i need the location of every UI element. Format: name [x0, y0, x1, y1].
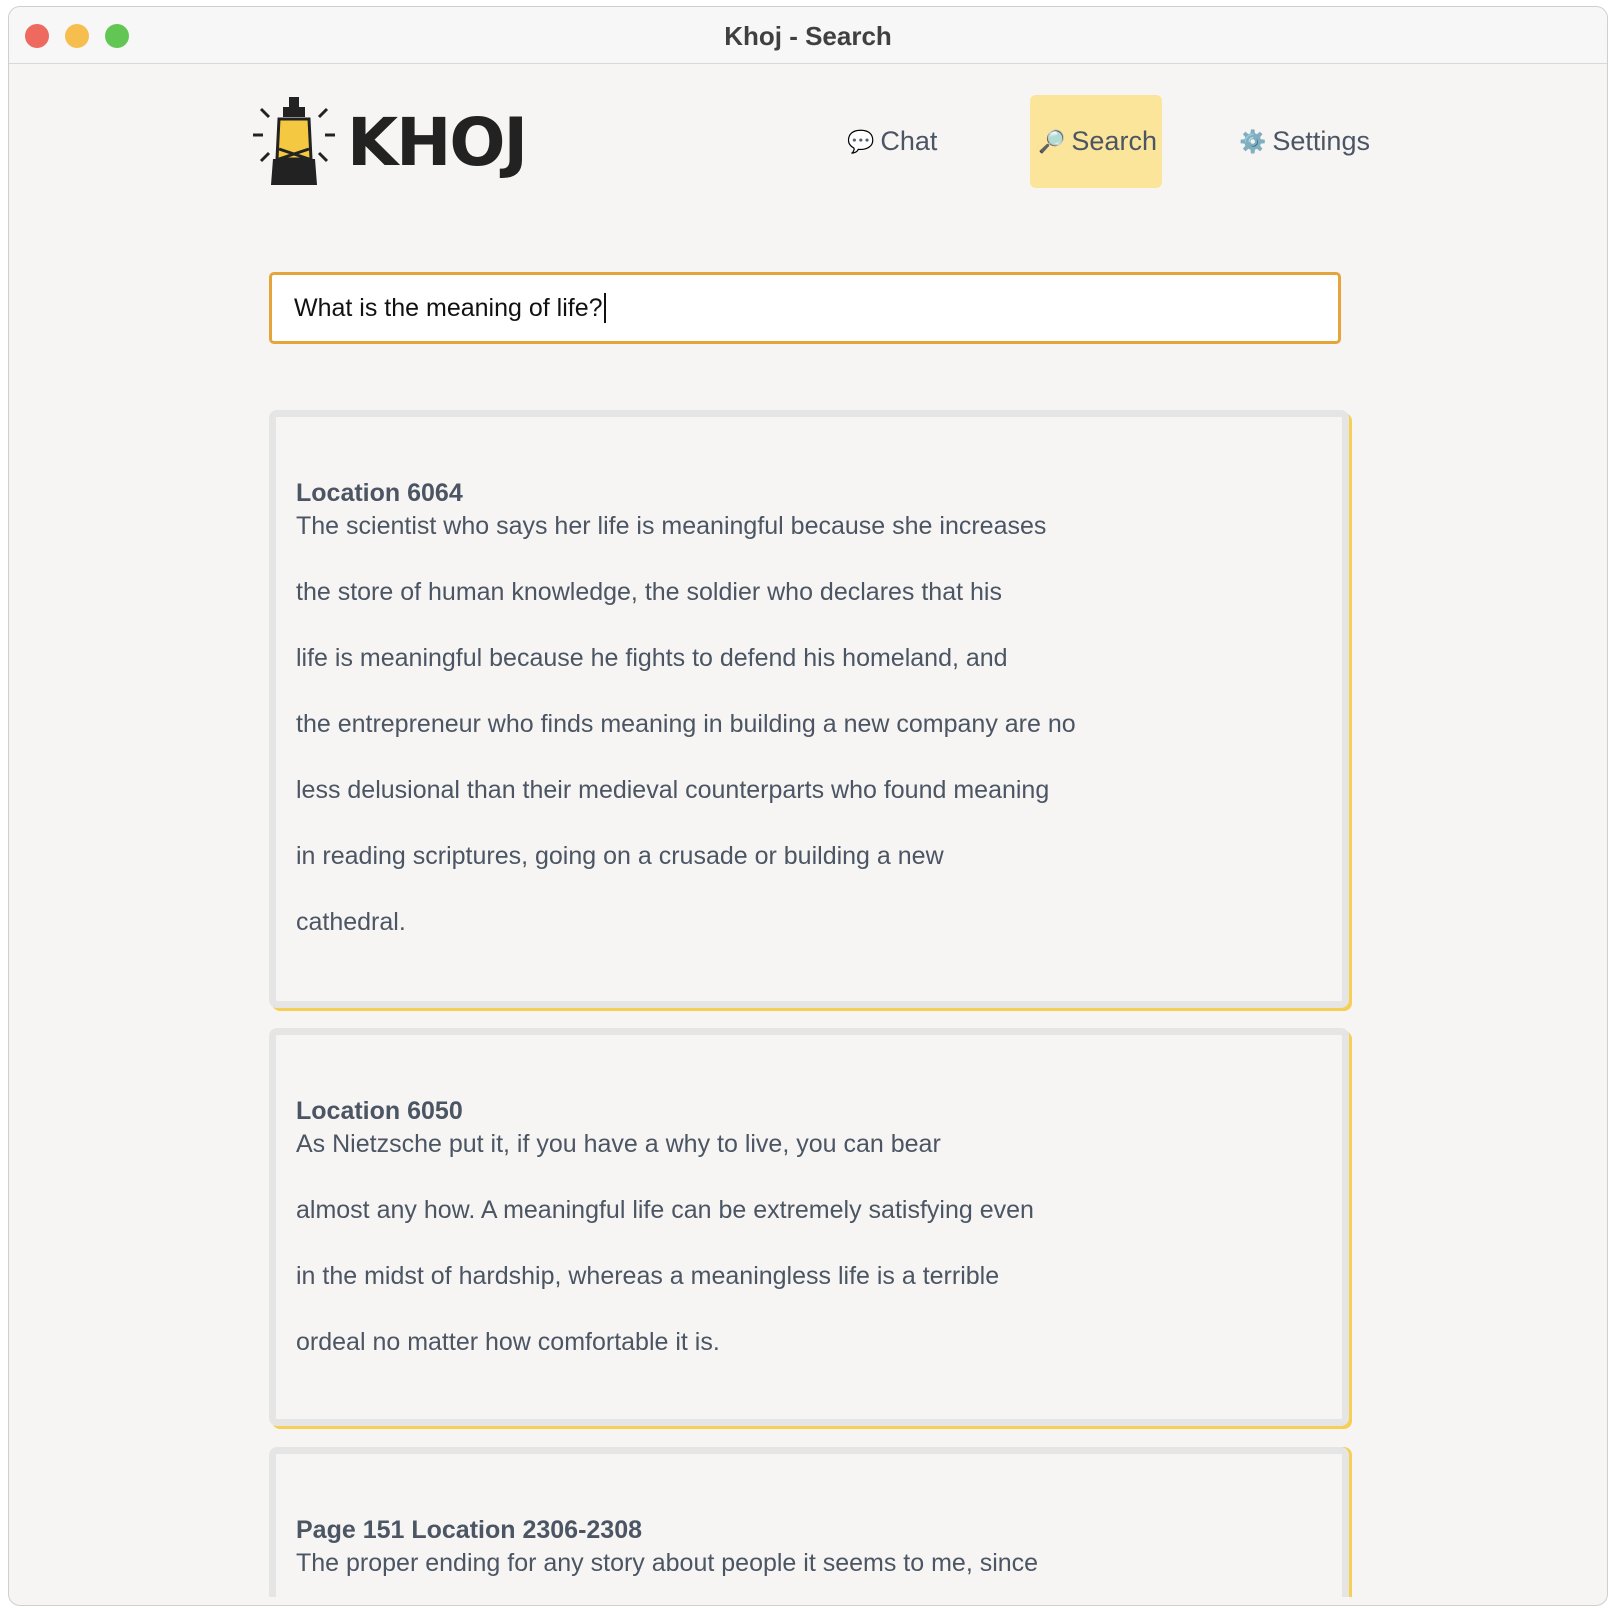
result-card: Page 151 Location 2306-2308 The proper e…: [269, 1447, 1349, 1597]
result-card: Location 6050 As Nietzsche put it, if yo…: [269, 1028, 1349, 1426]
lantern-icon: [253, 97, 335, 185]
minimize-window-button[interactable]: [65, 24, 89, 48]
nav-search-label: Search: [1071, 126, 1157, 156]
window-title: Khoj - Search: [724, 21, 892, 51]
title-bar: Khoj - Search: [9, 7, 1607, 64]
zoom-window-button[interactable]: [105, 24, 129, 48]
search-query: What is the meaning of life?: [294, 293, 603, 322]
result-line: the entrepreneur who finds meaning in bu…: [296, 710, 1076, 738]
result-line: cathedral.: [296, 908, 406, 936]
result-line: in reading scriptures, going on a crusad…: [296, 842, 944, 870]
nav-search[interactable]: 🔎 Search: [1030, 95, 1162, 188]
result-line: less delusional than their medieval coun…: [296, 776, 1050, 804]
gear-icon: ⚙️: [1239, 128, 1267, 154]
result-line: the store of human knowledge, the soldie…: [296, 578, 1002, 606]
result-line: almost any how. A meaningful life can be…: [296, 1196, 1034, 1224]
close-window-button[interactable]: [25, 24, 49, 48]
logo-text: KHOJ: [347, 104, 528, 181]
search-input[interactable]: What is the meaning of life?: [269, 272, 1341, 344]
result-line: life is meaningful because he fights to …: [296, 644, 1008, 672]
result-line: The proper ending for any story about pe…: [296, 1549, 1039, 1577]
text-caret: [603, 293, 606, 323]
result-line: The scientist who says her life is meani…: [296, 512, 1047, 540]
app-window: Khoj - Search KHOJ 💬 Chat 🔎 Search ⚙️ Se…: [8, 6, 1608, 1606]
khoj-logo[interactable]: KHOJ: [249, 95, 528, 190]
result-heading: Location 6064: [296, 479, 463, 507]
nav-settings[interactable]: ⚙️ Settings: [1231, 95, 1378, 188]
result-heading: Location 6050: [296, 1097, 463, 1125]
magnifier-icon: 🔎: [1038, 128, 1066, 154]
nav-settings-label: Settings: [1272, 126, 1370, 156]
nav-chat[interactable]: 💬 Chat: [839, 95, 945, 188]
result-card: Location 6064 The scientist who says her…: [269, 410, 1349, 1008]
result-heading: Page 151 Location 2306-2308: [296, 1516, 643, 1544]
result-line: As Nietzsche put it, if you have a why t…: [296, 1130, 941, 1158]
result-line: in the midst of hardship, whereas a mean…: [296, 1262, 1000, 1290]
nav-chat-label: Chat: [880, 126, 938, 156]
result-line: ordeal no matter how comfortable it is.: [296, 1328, 720, 1356]
speech-bubble-icon: 💬: [847, 128, 875, 154]
